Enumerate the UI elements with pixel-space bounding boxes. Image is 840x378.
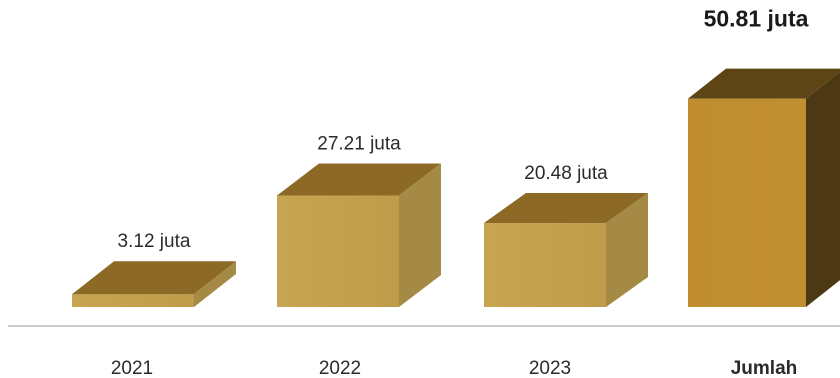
category-label-jumlah: Jumlah — [731, 358, 798, 378]
bar-2022 — [277, 163, 441, 307]
value-labels-group: 3.12 juta 27.21 juta 20.48 juta 50.81 juta — [118, 6, 809, 253]
bar-2021 — [72, 261, 236, 307]
bars-group — [72, 68, 840, 307]
value-label-jumlah: 50.81 juta — [704, 6, 809, 32]
bar-jumlah — [688, 68, 840, 307]
category-label-2022: 2022 — [319, 358, 361, 378]
bar-2023-side — [606, 193, 648, 307]
bar-jumlah-front — [688, 98, 806, 307]
bar-2021-front — [72, 294, 194, 307]
bar-2021-top — [72, 261, 236, 295]
category-label-2021: 2021 — [111, 358, 153, 378]
bar-2022-front — [277, 195, 399, 307]
value-label-2022: 27.21 juta — [317, 133, 401, 154]
bar-jumlah-side — [806, 71, 840, 307]
category-labels-group: 2021 2022 2023 Jumlah — [111, 358, 797, 378]
value-label-2023: 20.48 juta — [524, 163, 608, 184]
bar-jumlah-top — [688, 68, 840, 99]
bar-2023-top — [484, 193, 648, 224]
bar-2023 — [484, 193, 648, 307]
category-label-2023: 2023 — [529, 358, 571, 378]
bar-2022-side — [399, 163, 441, 307]
bar-2021-side — [194, 261, 236, 307]
value-label-2021: 3.12 juta — [118, 231, 191, 252]
bar-2023-front — [484, 223, 606, 307]
bar-2022-top — [277, 163, 441, 196]
